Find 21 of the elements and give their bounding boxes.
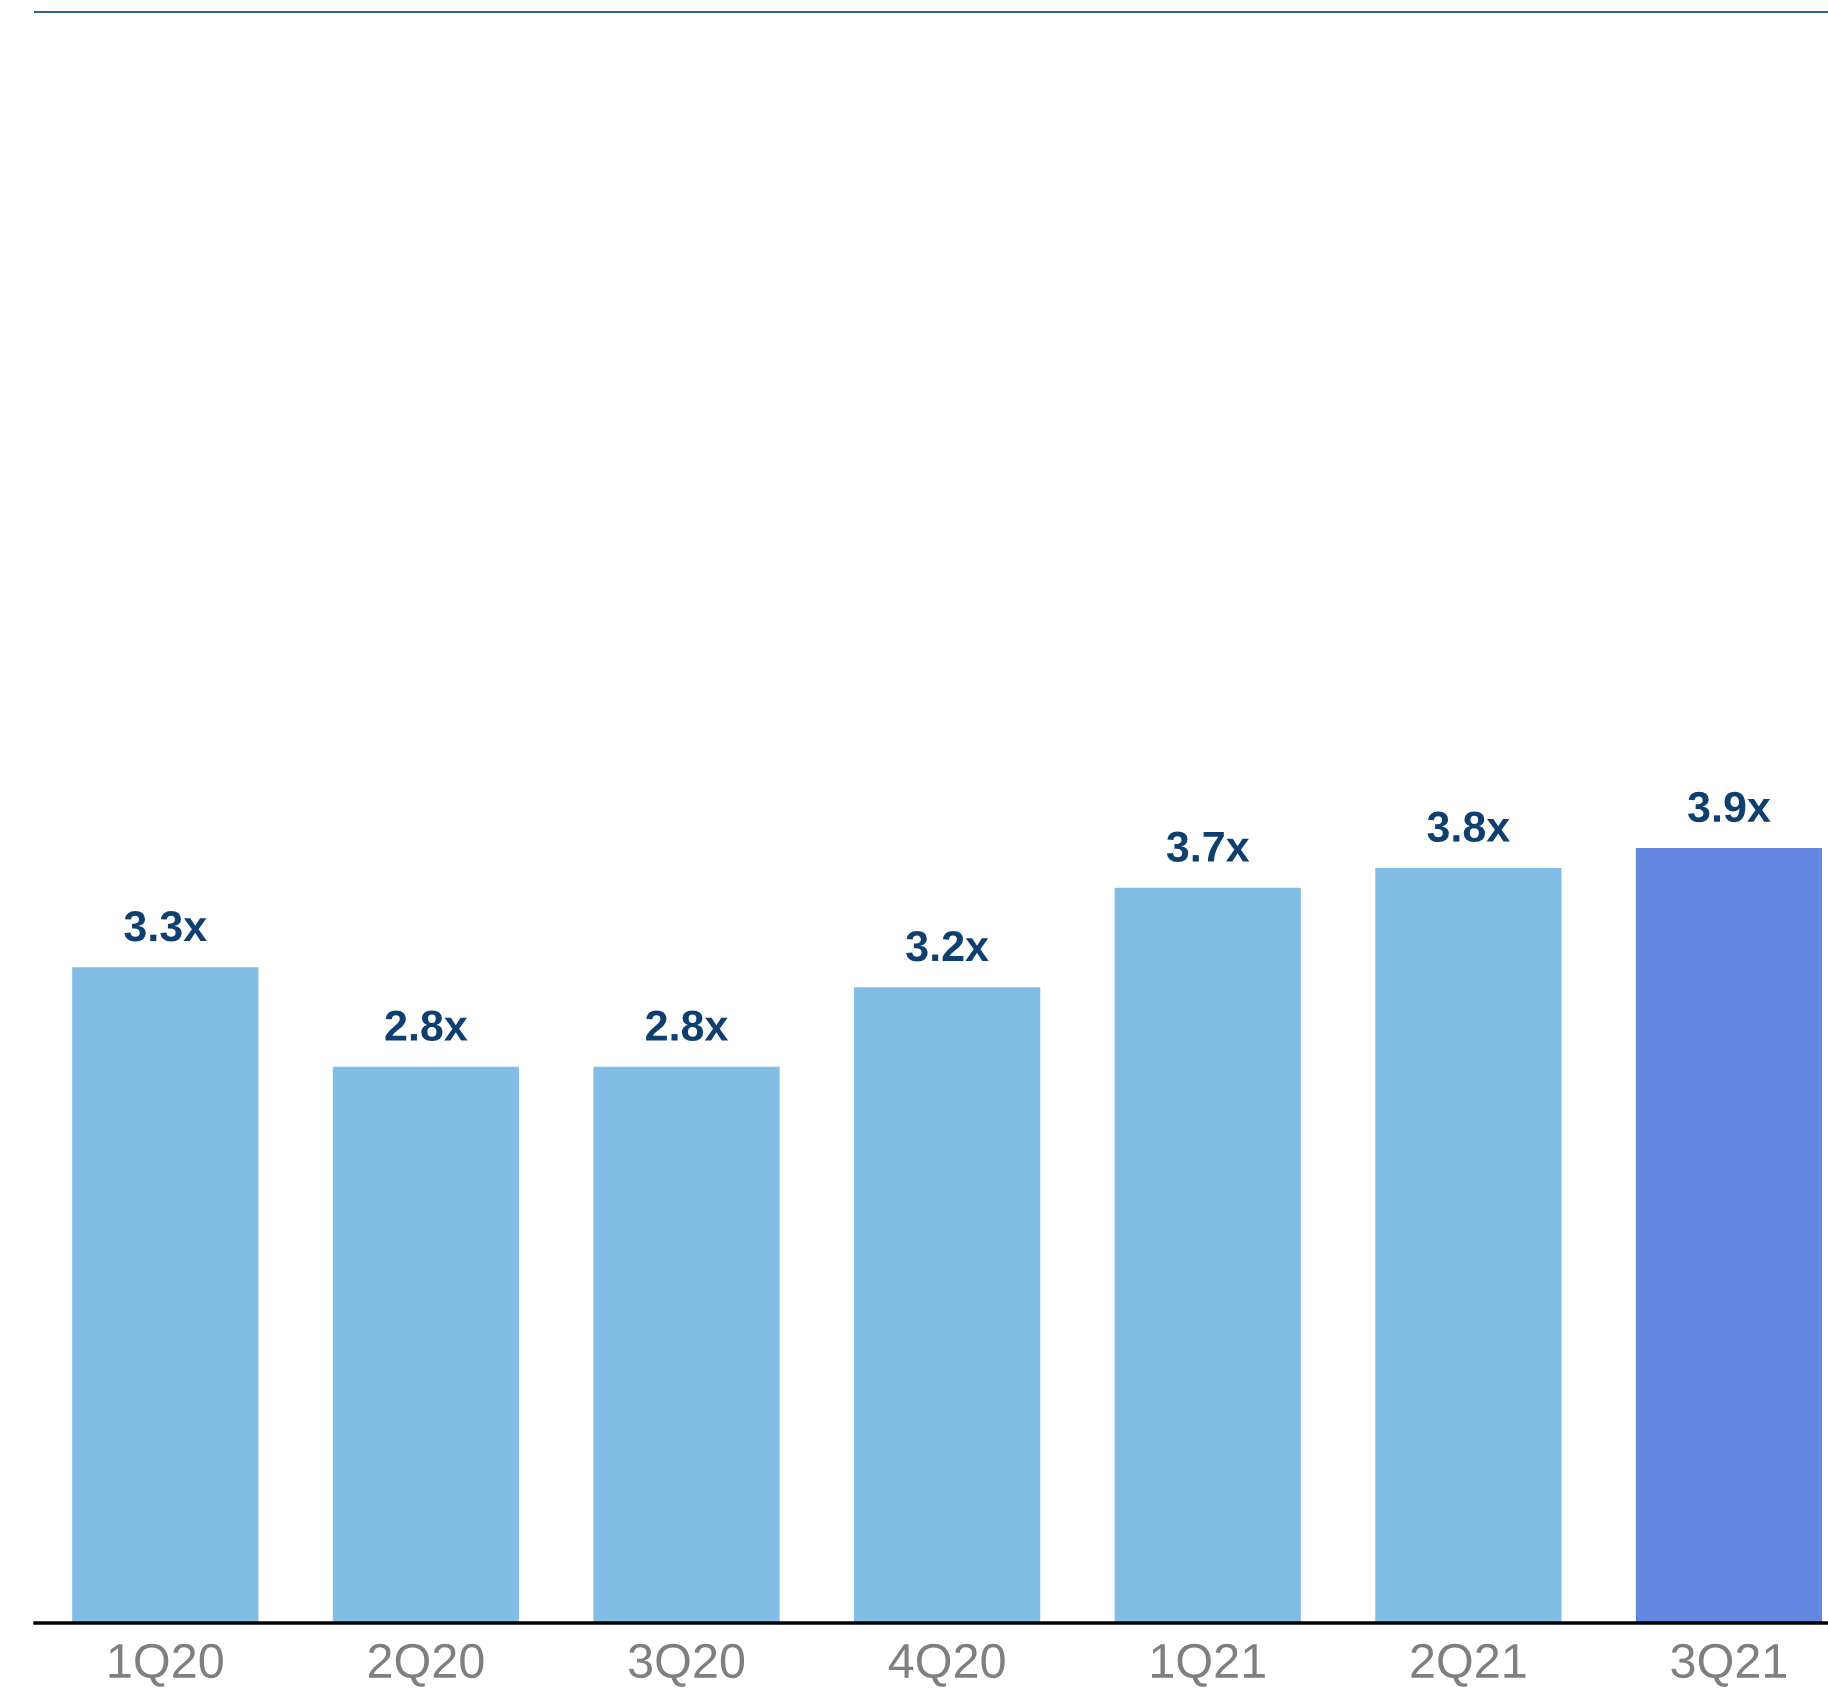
data-label: 3.2x <box>906 930 989 962</box>
bar <box>1113 886 1303 1623</box>
x-tick-label: 1Q21 <box>1152 1643 1265 1687</box>
data-label: 3.9x <box>1688 791 1771 823</box>
data-label: 3.7x <box>1166 831 1250 862</box>
data-label: 2.8x <box>646 1010 729 1041</box>
x-tick-label: 2Q21 <box>1411 1643 1526 1687</box>
x-tick-label: 2Q20 <box>368 1643 484 1687</box>
data-label: 3.3x <box>124 911 207 942</box>
bar <box>1634 846 1824 1623</box>
x-tick-label: 1Q20 <box>109 1643 223 1687</box>
bar <box>331 1065 521 1623</box>
bar <box>1373 866 1563 1623</box>
x-tick-label: 3Q21 <box>1671 1643 1787 1687</box>
x-tick-label: 4Q20 <box>888 1643 1005 1687</box>
bar <box>592 1065 782 1623</box>
data-label: 2.8x <box>385 1010 468 1041</box>
x-tick-label: 3Q20 <box>628 1643 745 1687</box>
bar <box>852 985 1042 1623</box>
data-label: 3.8x <box>1427 811 1510 843</box>
bar <box>70 965 260 1623</box>
